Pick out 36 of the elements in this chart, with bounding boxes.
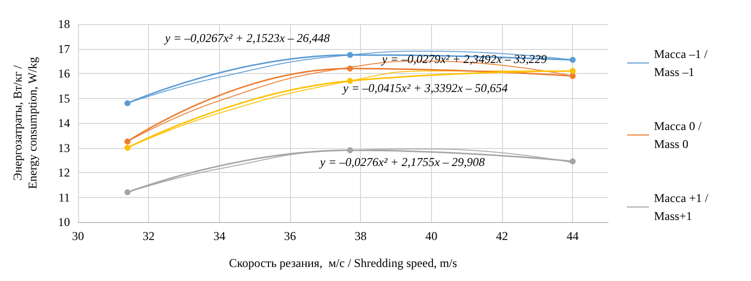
legend-label: Масса 0 / Mass 0 <box>654 119 702 151</box>
y-tick-label: 15 <box>58 91 70 106</box>
point <box>347 78 354 84</box>
x-tick-label: 42 <box>496 229 508 243</box>
point <box>347 147 354 154</box>
annotation: y = –0,0276x² + 2,1755x – 29,908 <box>319 155 485 169</box>
y-tick-label: 13 <box>58 140 70 155</box>
x-tick-label: 38 <box>354 229 367 243</box>
y-tick-label: 18 <box>58 17 70 31</box>
annotation: y = –0,0267x² + 2,1523x – 26,448 <box>164 31 330 45</box>
x-tick-label: 30 <box>72 229 84 243</box>
point <box>570 158 576 164</box>
x-tick-label: 40 <box>425 229 438 243</box>
y-tick-label: 14 <box>58 116 70 130</box>
y-tick-label: 16 <box>58 66 70 80</box>
point <box>124 100 130 106</box>
point <box>124 144 130 151</box>
point <box>347 66 354 72</box>
y-tick-label: 17 <box>58 42 70 56</box>
legend-label: Масса +1 / Mass+1 <box>654 191 709 223</box>
point <box>347 52 354 58</box>
point <box>570 56 576 63</box>
legend-label: Масса –1 / Mass –1 <box>654 47 708 79</box>
point <box>570 68 576 74</box>
y-axis-title: Энергозатраты, Вт/кг / Energy consumption, W/kg <box>10 57 40 189</box>
x-tick-label: 32 <box>142 229 155 243</box>
y-tick-label: 11 <box>58 190 70 204</box>
annotation: y = –0,0415x² + 3,3392x – 50,654 <box>342 81 508 95</box>
x-tick-label: 36 <box>284 229 296 243</box>
point <box>124 138 130 145</box>
y-tick-label: 12 <box>58 166 70 180</box>
x-axis-title: Скорость резания, м/с / Shredding speed, m/s <box>228 256 458 270</box>
x-tick-label: 34 <box>213 229 226 243</box>
x-tick-label: 44 <box>566 229 579 243</box>
point <box>124 189 130 196</box>
y-tick-label: 10 <box>58 215 70 229</box>
